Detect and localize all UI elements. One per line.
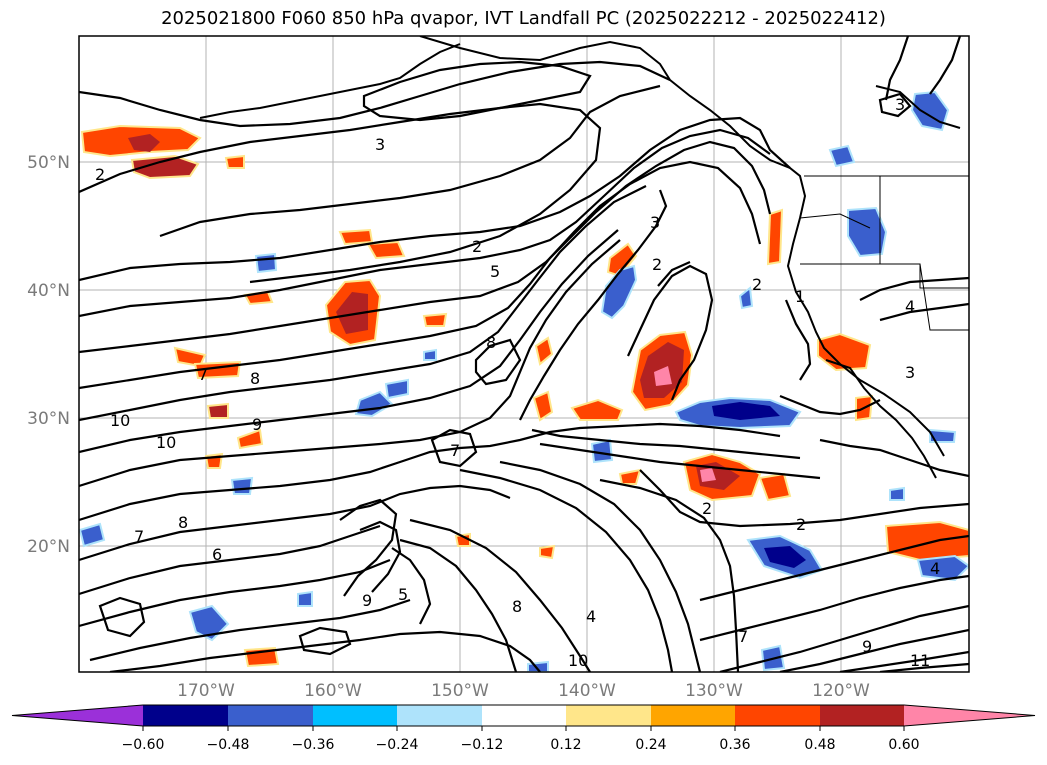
contour-label: 6 [212, 545, 222, 564]
colorbar-tick-label: −0.24 [376, 737, 419, 753]
contour-label: 3 [895, 95, 905, 114]
contour-label: 9 [862, 637, 872, 656]
lon-label-140w: 140°W [558, 681, 616, 701]
contour-label: 10 [156, 433, 176, 452]
colorbar-segment [820, 705, 904, 726]
colorbar-segment [651, 705, 735, 726]
contour-label: 2 [472, 237, 482, 256]
lat-label-20n: 20°N [27, 537, 70, 557]
contour-label: 2 [95, 165, 105, 184]
contour-label: 4 [586, 607, 596, 626]
contour-label: 2 [796, 515, 806, 534]
contour-label: 7 [198, 365, 208, 384]
state-borders [799, 175, 969, 331]
contour-label: 4 [905, 297, 915, 316]
contour-label: 7 [450, 441, 460, 460]
colorbar-segment [397, 705, 482, 726]
colorbar-high-extension [904, 705, 1035, 726]
colorbar-segment [735, 705, 820, 726]
contour-label: 8 [512, 597, 522, 616]
positive-anomaly-patches [80, 124, 969, 668]
lon-label-150w: 150°W [431, 681, 489, 701]
lat-label-40n: 40°N [27, 281, 70, 301]
contour-label: 4 [930, 559, 940, 578]
lon-label-170w: 170°W [177, 681, 235, 701]
contour-label: 2 [702, 499, 712, 518]
coastlines [199, 36, 961, 479]
contour-label: 11 [910, 651, 930, 670]
contour-label: 8 [178, 513, 188, 532]
colorbar-tick-label: −0.12 [461, 737, 504, 753]
contour-label: 8 [250, 369, 260, 388]
colorbar-tick-label: 0.48 [804, 737, 835, 753]
colorbar-tick-label: 0.36 [719, 737, 750, 753]
lon-label-160w: 160°W [304, 681, 362, 701]
colorbar-segment [313, 705, 397, 726]
colorbar-segment [482, 705, 566, 726]
contour-label: 10 [110, 411, 130, 430]
lon-label-130w: 130°W [685, 681, 743, 701]
colorbar-low-extension [12, 705, 143, 726]
contour-label: 7 [738, 627, 748, 646]
negative-anomaly-patches [79, 90, 969, 672]
colorbar-tick-label: −0.36 [292, 737, 335, 753]
contour-label: 8 [486, 333, 496, 352]
contour-label: 5 [490, 262, 500, 281]
map-frame [78, 35, 970, 673]
contour-label: 2 [652, 255, 662, 274]
colorbar-tick-label: 0.12 [550, 737, 581, 753]
contour-label: 10 [568, 651, 588, 670]
colorbar-tick-label: 0.60 [888, 737, 919, 753]
colorbar-segment [228, 705, 313, 726]
colorbar-tick-label: −0.48 [207, 737, 250, 753]
contour-labels: 3 2 2 5 3 2 2 1 4 3 3 8 8 7 10 10 9 7 6 … [95, 95, 940, 670]
contour-label: 2 [752, 275, 762, 294]
lon-label-120w: 120°W [812, 681, 870, 701]
contour-label: 3 [375, 135, 385, 154]
ivt-contours [79, 36, 969, 672]
contour-label: 3 [650, 213, 660, 232]
colorbar-segment [143, 705, 228, 726]
longitude-labels: 170°W 160°W 150°W 140°W 130°W 120°W [177, 681, 870, 701]
contour-label: 1 [795, 287, 805, 306]
colorbar-segment [566, 705, 651, 726]
map-title: 2025021800 F060 850 hPa qvapor, IVT Land… [161, 8, 886, 29]
contour-label: 5 [398, 585, 408, 604]
colorbar-tick-label: −0.60 [122, 737, 165, 753]
lat-label-30n: 30°N [27, 409, 70, 429]
colorbar-tick-label: 0.24 [635, 737, 666, 753]
contour-label: 3 [905, 363, 915, 382]
contour-label: 9 [252, 415, 262, 434]
contour-label: 9 [362, 591, 372, 610]
lat-label-50n: 50°N [27, 153, 70, 173]
contour-label: 7 [134, 527, 144, 546]
colorbar: −0.60 −0.48 −0.36 −0.24 −0.12 0.12 0.24 … [11, 704, 1036, 753]
latitude-labels: 50°N 40°N 30°N 20°N [27, 153, 70, 557]
